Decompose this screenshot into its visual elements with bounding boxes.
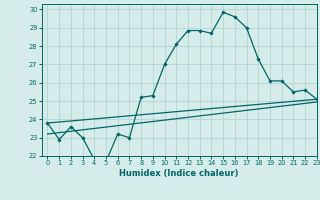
X-axis label: Humidex (Indice chaleur): Humidex (Indice chaleur)	[119, 169, 239, 178]
